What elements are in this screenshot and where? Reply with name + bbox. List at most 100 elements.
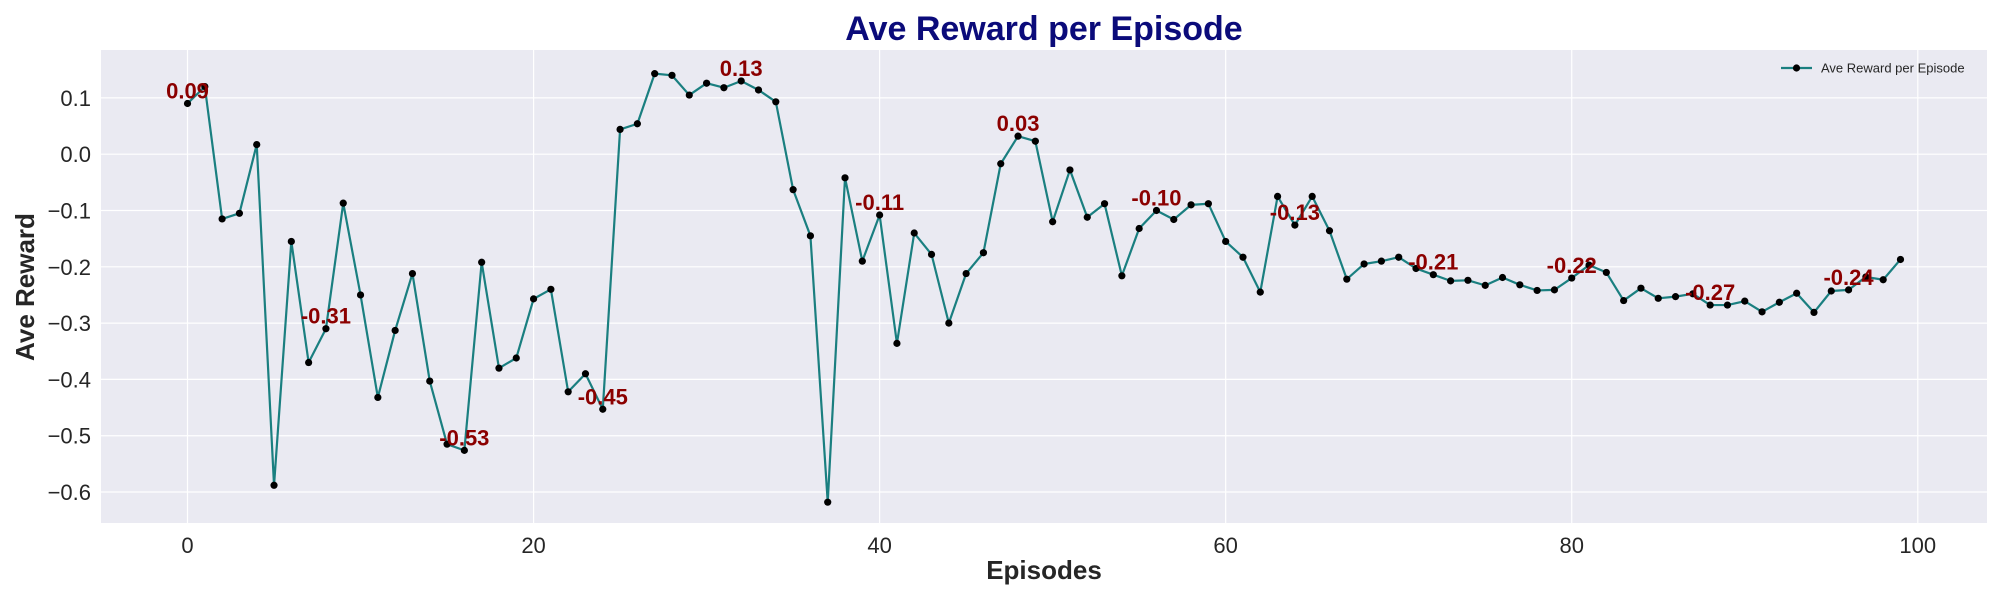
y-tick-label: −0.1: [48, 198, 91, 223]
data-point: [1879, 276, 1887, 284]
data-point: [720, 84, 728, 92]
data-point: [218, 215, 226, 223]
data-point: [789, 186, 797, 194]
data-point: [426, 377, 434, 385]
x-tick-label: 40: [867, 533, 891, 558]
data-point: [945, 319, 953, 327]
data-point: [183, 99, 192, 108]
data-point: [1516, 281, 1524, 289]
data-point: [927, 250, 936, 259]
data-point: [876, 211, 884, 219]
data-point: [1498, 273, 1507, 282]
data-point: [270, 481, 278, 489]
data-point: [201, 83, 209, 91]
series-line: [186, 72, 1902, 504]
data-point: [1481, 281, 1489, 289]
data-point: [356, 291, 365, 299]
data-label: -0.24: [1823, 265, 1874, 290]
data-point: [668, 71, 676, 79]
data-point: [651, 70, 659, 78]
y-tick-label: 0.1: [60, 86, 91, 111]
x-axis-title: Episodes: [986, 555, 1102, 585]
data-label: -0.22: [1547, 253, 1597, 278]
data-point: [1291, 221, 1299, 229]
x-tick-label: 20: [521, 533, 545, 558]
data-point: [1429, 271, 1437, 279]
data-point: [1100, 200, 1109, 208]
data-point: [235, 209, 244, 217]
data-point: [1671, 293, 1680, 301]
data-point: [1585, 261, 1593, 269]
data-point: [253, 141, 261, 149]
data-point: [1706, 301, 1714, 309]
data-point: [478, 258, 486, 266]
data-point: [806, 232, 815, 240]
y-tick-label: −0.4: [48, 367, 91, 392]
x-tick-label: 80: [1559, 533, 1583, 558]
data-point: [1447, 277, 1455, 285]
data-point: [495, 364, 503, 372]
data-point: [564, 388, 572, 396]
data-label: -0.11: [855, 190, 904, 215]
data-point: [1360, 260, 1368, 268]
data-point: [1204, 200, 1212, 208]
data-label: 0.09: [166, 78, 209, 103]
data-label: -0.27: [1685, 280, 1735, 305]
data-point: [1844, 286, 1853, 294]
data-point: [685, 91, 693, 99]
data-point: [1775, 298, 1783, 306]
data-point: [1170, 215, 1178, 224]
data-point: [1412, 264, 1420, 273]
data-point: [1533, 286, 1541, 295]
data-point: [1723, 301, 1732, 309]
data-point: [910, 229, 918, 237]
data-point: [841, 174, 849, 182]
data-point: [754, 86, 763, 94]
data-point: [1827, 287, 1835, 295]
data-point: [1256, 288, 1264, 296]
y-tick-label: −0.3: [48, 311, 91, 336]
data-point: [374, 393, 382, 402]
y-tick-label: −0.6: [48, 480, 91, 505]
data-point: [997, 160, 1005, 168]
data-label: -0.13: [1270, 200, 1320, 225]
data-point: [460, 446, 468, 454]
data-point: [1654, 294, 1662, 302]
data-point: [616, 125, 624, 133]
x-tick-label: 60: [1213, 533, 1237, 558]
data-point: [1222, 237, 1230, 246]
data-point: [1152, 206, 1161, 215]
data-point: [547, 285, 555, 293]
data-point: [1014, 132, 1022, 140]
data-point: [305, 358, 313, 367]
y-axis-title: Ave Reward: [10, 213, 40, 361]
data-point: [633, 120, 641, 128]
data-point: [1464, 276, 1472, 284]
x-axis-ticks: 0 20 40 60 80 100: [181, 533, 1936, 558]
data-point: [1187, 201, 1195, 209]
data-point: [1343, 275, 1351, 283]
data-point: [1758, 308, 1766, 316]
data-point: [443, 440, 451, 448]
series-layer: [186, 72, 1902, 504]
data-point: [1066, 166, 1074, 174]
data-point: [1637, 284, 1645, 292]
data-point: [1325, 227, 1334, 235]
data-point: [1049, 218, 1057, 226]
data-point: [737, 77, 745, 85]
data-point: [1273, 192, 1282, 201]
data-point: [391, 326, 399, 335]
data-point: [1031, 137, 1039, 145]
data-label: 0.03: [997, 111, 1040, 136]
data-point: [1568, 274, 1576, 282]
data-point: [529, 295, 538, 303]
data-label: -0.31: [301, 304, 351, 329]
data-point: [581, 370, 590, 378]
legend[interactable]: Ave Reward per Episode: [1781, 61, 1965, 76]
grid: [101, 50, 1987, 523]
annotation-layer: 0.09 -0.31 -0.53 -0.45 0.13 -0.11 0.03 -0.10 -0.…: [166, 56, 1874, 450]
chart-title: Ave Reward per Episode: [845, 10, 1242, 48]
y-tick-label: 0.0: [60, 142, 91, 167]
y-tick-label: −0.5: [48, 424, 91, 449]
